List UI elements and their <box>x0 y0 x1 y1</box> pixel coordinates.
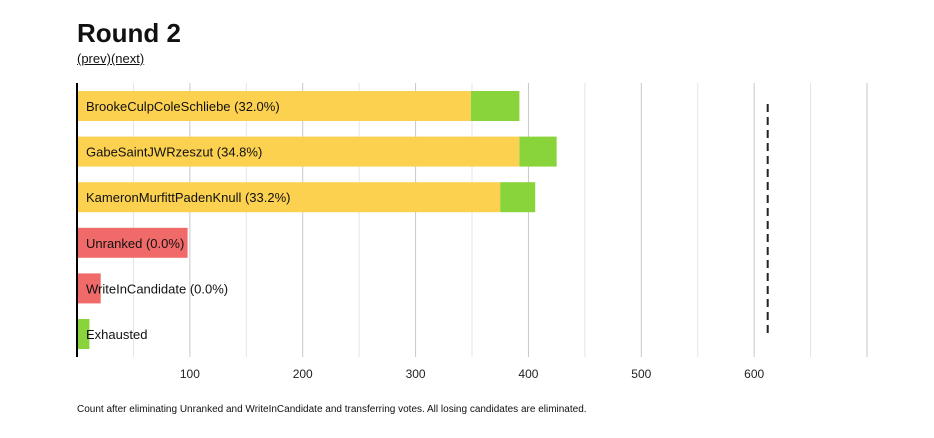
x-tick-label-500: 500 <box>631 367 651 381</box>
gridlines <box>132 83 868 357</box>
next-link[interactable]: (next) <box>110 51 145 66</box>
bar-label-1: GabeSaintJWRzeszut (34.8%) <box>86 145 262 160</box>
page-title: Round 2 <box>77 18 181 48</box>
bar-segment-0-prior <box>77 91 471 121</box>
bar-segment-1-prior <box>77 136 520 167</box>
bar-label-2: KameronMurfittPadenKnull (33.2%) <box>86 190 291 205</box>
bar-segment-4-eliminated <box>77 273 101 304</box>
footnote: Count after eliminating Unranked and Wri… <box>77 404 587 415</box>
x-tick-label-400: 400 <box>518 367 538 381</box>
bar-label-4: WriteInCandidate (0.0%) <box>86 281 228 296</box>
bar-label-3: Unranked (0.0%) <box>86 236 184 251</box>
prev-link[interactable]: (prev) <box>77 51 111 66</box>
bar-segment-0-transferred <box>470 91 520 121</box>
bar-label-5: Exhausted <box>86 327 147 342</box>
bar-segment-2-prior <box>77 182 501 213</box>
x-tick-label-100: 100 <box>180 367 200 381</box>
round-navigation: (prev)(next) <box>77 51 144 66</box>
bar-labels: BrookeCulpColeSchliebe (32.0%) GabeSaintJ… <box>86 99 291 342</box>
x-axis-ticks: 100 200 300 400 500 600 <box>180 367 765 381</box>
bar-label-0: BrookeCulpColeSchliebe (32.0%) <box>86 99 280 114</box>
x-tick-label-200: 200 <box>293 367 313 381</box>
results-chart: BrookeCulpColeSchliebe (32.0%) GabeSaintJ… <box>76 83 868 381</box>
bar-segment-3-eliminated <box>77 227 188 258</box>
x-tick-label-600: 600 <box>744 367 764 381</box>
bar-segment-5-transferred <box>77 319 90 349</box>
bar-segment-2-transferred <box>500 182 536 213</box>
bar-segment-1-transferred <box>519 136 557 167</box>
bars-group <box>77 91 557 349</box>
x-tick-label-300: 300 <box>406 367 426 381</box>
